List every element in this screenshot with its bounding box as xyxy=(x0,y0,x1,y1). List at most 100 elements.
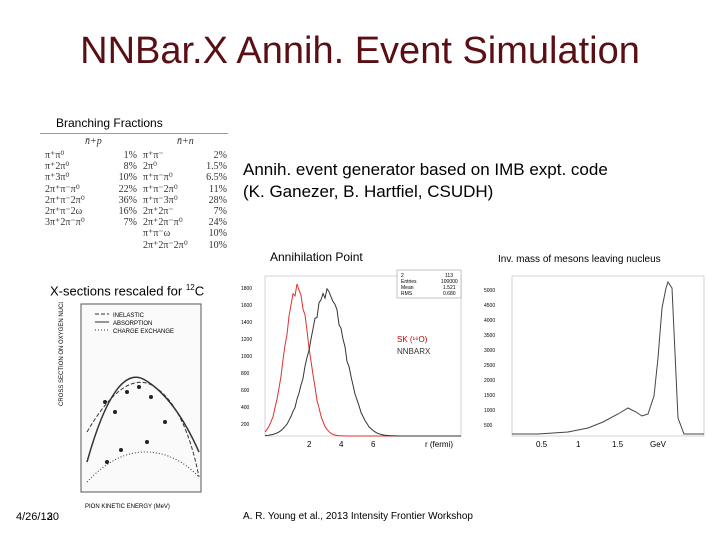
branching-row: 2π⁺π⁻π⁰ 22% π⁺π⁻2π⁰ 11% xyxy=(45,184,227,195)
branching-cell: 11% xyxy=(209,183,227,195)
branching-row: π⁺π⁰ 1% π⁺π⁻ 2% xyxy=(45,150,227,161)
y-tick-label: 400 xyxy=(241,405,250,411)
branching-cell: 1.5% xyxy=(206,161,227,173)
branching-cell: 2π⁺π⁻2ω xyxy=(45,205,83,217)
x-tick-label: 1 xyxy=(576,440,581,449)
right-header: n̄+n xyxy=(177,136,194,147)
branching-cell: 2π⁺2π⁻π⁰ xyxy=(143,217,183,229)
generator-description: Annih. event generator based on IMB expt… xyxy=(243,160,608,179)
branching-fractions-table: n̄+p n̄+n π⁺π⁰ 1% π⁺π⁻ 2% π⁺2π⁰ 8% 2π⁰ 1.5% π⁺3π… xyxy=(45,136,227,272)
branching-cell: 2π⁺2π⁻ xyxy=(143,205,174,217)
nnbarx-curve xyxy=(264,287,461,437)
branching-row: 3π⁺2π⁻π⁰ 7% 2π⁺2π⁻π⁰ 24% xyxy=(45,217,227,228)
inv-mass-plot: 500045004000350030002500200015001000500 … xyxy=(484,275,705,449)
slide-date: 4/26/1320 xyxy=(16,511,59,523)
annihilation-point-label: Annihilation Point xyxy=(270,250,363,264)
branching-cell: 10% xyxy=(208,228,227,240)
branching-row: 2π⁺π⁻2π⁰ 36% π⁺π⁻3π⁰ 28% xyxy=(45,195,227,206)
branching-cell: 16% xyxy=(118,205,137,217)
y-tick-label: 1500 xyxy=(484,393,495,399)
branching-cell: 2π⁺2π⁻2π⁰ xyxy=(143,239,188,251)
divider xyxy=(40,133,228,134)
svg-text:PION KINETIC ENERGY (MeV): PION KINETIC ENERGY (MeV) xyxy=(85,504,170,510)
x-tick-label: 1.5 xyxy=(612,440,624,449)
x-tick-label: GeV xyxy=(650,440,667,449)
slide-footer: A. R. Young et al., 2013 Intensity Front… xyxy=(243,511,473,522)
y-tick-label: 2500 xyxy=(484,363,495,369)
x-tick-label: 2 xyxy=(307,440,312,449)
branching-cell: π⁺π⁰ xyxy=(45,150,65,161)
legend-nnbarx: NNBARX xyxy=(397,347,431,356)
stats-box: 2 113 Entries 100000 Mean 1.521 RMS 0.68… xyxy=(396,269,462,299)
branching-cell: π⁺π⁻ω xyxy=(143,228,171,240)
branching-cell: π⁺2π⁰ xyxy=(45,161,70,173)
svg-text:RMS: RMS xyxy=(401,291,413,297)
generator-credit: (K. Ganezer, B. Hartfiel, CSUDH) xyxy=(243,182,494,201)
svg-text:100000: 100000 xyxy=(441,279,458,285)
y-axis-ticks: 1800 1600 1400 1200 1000 800 600 400 200 xyxy=(241,286,252,428)
branching-cell: 6.5% xyxy=(206,172,227,184)
x-axis-label: r (fermi) xyxy=(425,440,453,449)
branching-row: π⁺2π⁰ 8% 2π⁰ 1.5% xyxy=(45,161,227,172)
inv-mass-curve xyxy=(512,280,704,435)
y-tick-label: 4000 xyxy=(484,318,495,324)
branching-cell: 10% xyxy=(208,239,227,251)
branching-cell: 2π⁰ xyxy=(143,161,158,173)
charge-exchange-curve xyxy=(86,451,200,483)
xsection-plot: INELASTIC ABSORPTION CHARGE EXCHANGE CRO… xyxy=(59,302,202,510)
y-tick-label: 800 xyxy=(241,371,250,377)
svg-text:0.680: 0.680 xyxy=(443,291,456,297)
branching-cell: 10% xyxy=(118,172,137,184)
branching-cell: π⁺π⁻3π⁰ xyxy=(143,194,178,206)
branching-cell: 7% xyxy=(123,217,137,229)
left-header: n̄+p xyxy=(85,136,102,147)
slide-title: NNBar.X Annih. Event Simulation xyxy=(80,30,640,72)
svg-text:1.521: 1.521 xyxy=(443,285,456,291)
svg-text:Entries: Entries xyxy=(401,279,417,285)
svg-text:CHARGE EXCHANGE: CHARGE EXCHANGE xyxy=(113,329,174,335)
y-tick-label: 1600 xyxy=(241,303,252,309)
branching-cell: 24% xyxy=(208,217,227,229)
y-tick-label: 200 xyxy=(241,422,250,428)
branching-row: π⁺π⁻ω 10% xyxy=(45,228,227,239)
inv-mass-label: Inv. mass of mesons leaving nucleus xyxy=(498,254,661,265)
branching-cell: π⁺π⁻π⁰ xyxy=(143,172,173,184)
branching-cell: 3π⁺2π⁻π⁰ xyxy=(45,217,85,229)
svg-text:2: 2 xyxy=(401,273,404,279)
branching-cell: 2π⁺π⁻2π⁰ xyxy=(45,194,85,206)
branching-cell: 28% xyxy=(208,194,227,206)
x-tick-label: 6 xyxy=(371,440,376,449)
x-axis-ticks: 0.5 1 1.5 GeV xyxy=(536,440,667,449)
branching-row: 2π⁺2π⁻2π⁰ 10% xyxy=(45,240,227,251)
y-tick-label: 600 xyxy=(241,388,250,394)
xsection-legend: INELASTIC ABSORPTION CHARGE EXCHANGE xyxy=(95,313,174,335)
svg-text:Mean: Mean xyxy=(401,285,414,291)
x-tick-label: 0.5 xyxy=(536,440,548,449)
xsections-label: X-sections rescaled for 12C xyxy=(50,283,205,299)
y-tick-label: 3500 xyxy=(484,333,495,339)
x-axis-ticks: 2 4 6 xyxy=(307,440,376,449)
svg-text:ABSORPTION: ABSORPTION xyxy=(113,321,152,327)
branching-cell: 36% xyxy=(118,194,137,206)
branching-cell: 2% xyxy=(213,150,227,161)
y-tick-label: 3000 xyxy=(484,348,495,354)
y-tick-label: 1000 xyxy=(484,408,495,414)
inelastic-curve xyxy=(86,376,200,463)
annihilation-point-plot: 1800 1600 1400 1200 1000 800 600 400 200 2 4 6 2 1… xyxy=(241,269,462,449)
y-tick-label: 2000 xyxy=(484,378,495,384)
y-tick-label: 1800 xyxy=(241,286,252,292)
y-tick-label: 1200 xyxy=(241,337,252,343)
branching-cell: 2π⁺π⁻π⁰ xyxy=(45,183,80,195)
svg-text:113: 113 xyxy=(445,273,453,279)
y-tick-label: 1400 xyxy=(241,320,252,326)
branching-cell: π⁺3π⁰ xyxy=(45,172,70,184)
x-tick-label: 4 xyxy=(339,440,344,449)
y-tick-label: 500 xyxy=(484,423,493,429)
svg-text:CROSS SECTION ON OXYGEN NUCLEU: CROSS SECTION ON OXYGEN NUCLEUS (mb) xyxy=(59,302,65,406)
branching-row: π⁺3π⁰ 10% π⁺π⁻π⁰ 6.5% xyxy=(45,172,227,183)
y-tick-label: 5000 xyxy=(484,288,495,294)
y-tick-label: 4500 xyxy=(484,303,495,309)
branching-cell: 22% xyxy=(118,183,137,195)
absorption-curve xyxy=(86,381,200,478)
branching-fractions-label: Branching Fractions xyxy=(56,116,163,130)
